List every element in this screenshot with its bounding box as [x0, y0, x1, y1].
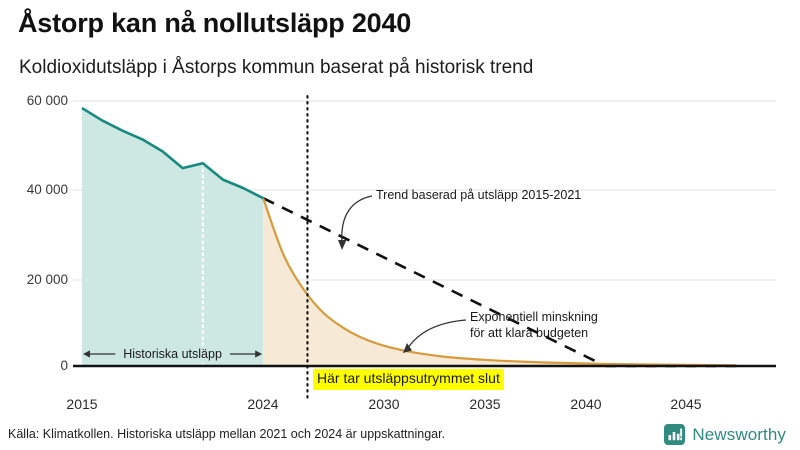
- source-note: Källa: Klimatkollen. Historiska utsläpp …: [8, 427, 446, 441]
- annotation-trend-label: Trend baserad på utsläpp 2015-2021: [376, 188, 582, 202]
- y-tick-60000: 60 000: [26, 93, 68, 108]
- y-tick-0: 0: [60, 358, 68, 373]
- budget-curve: [262, 197, 737, 367]
- bar-chart-icon: [664, 424, 686, 445]
- brand-logo: Newsworthy: [664, 424, 786, 445]
- x-tick-2040: 2040: [570, 396, 602, 412]
- annotation-budget-end-label: Här tar utsläppsutrymmet slut: [313, 369, 504, 390]
- budget-area: [263, 198, 737, 366]
- historic-line: [81, 106, 264, 200]
- y-tick-40000: 40 000: [26, 182, 68, 197]
- trend-callout-arrow: [338, 195, 373, 250]
- x-tick-2024: 2024: [247, 396, 279, 412]
- budget-callout-arrow: [403, 319, 467, 353]
- brand-name: Newsworthy: [692, 424, 786, 444]
- x-tick-2045: 2045: [670, 396, 702, 412]
- annotation-budget-label-line1: Exponentiell minskning: [470, 310, 598, 324]
- trend-line: [262, 196, 606, 368]
- page-subtitle: Koldioxidutsläpp i Åstorps kommun basera…: [19, 57, 534, 78]
- x-tick-2030: 2030: [368, 396, 400, 412]
- y-tick-20000: 20 000: [26, 272, 68, 287]
- x-tick-2035: 2035: [469, 396, 501, 412]
- annotation-budget-label-line2: för att klara budgeten: [470, 325, 589, 340]
- page-title: Åstorp kan nå nollutsläpp 2040: [18, 8, 412, 38]
- historic-area: [82, 108, 264, 367]
- annotation-historical-span-label: Historiska utsläpp: [119, 347, 226, 363]
- x-tick-2015: 2015: [66, 396, 98, 412]
- y-axis: 60 000 40 000 20 000 0: [0, 0, 68, 400]
- historical-span-arrow: [83, 350, 263, 358]
- annotation-budget-label: Exponentiell minskning för att klara bud…: [470, 310, 598, 341]
